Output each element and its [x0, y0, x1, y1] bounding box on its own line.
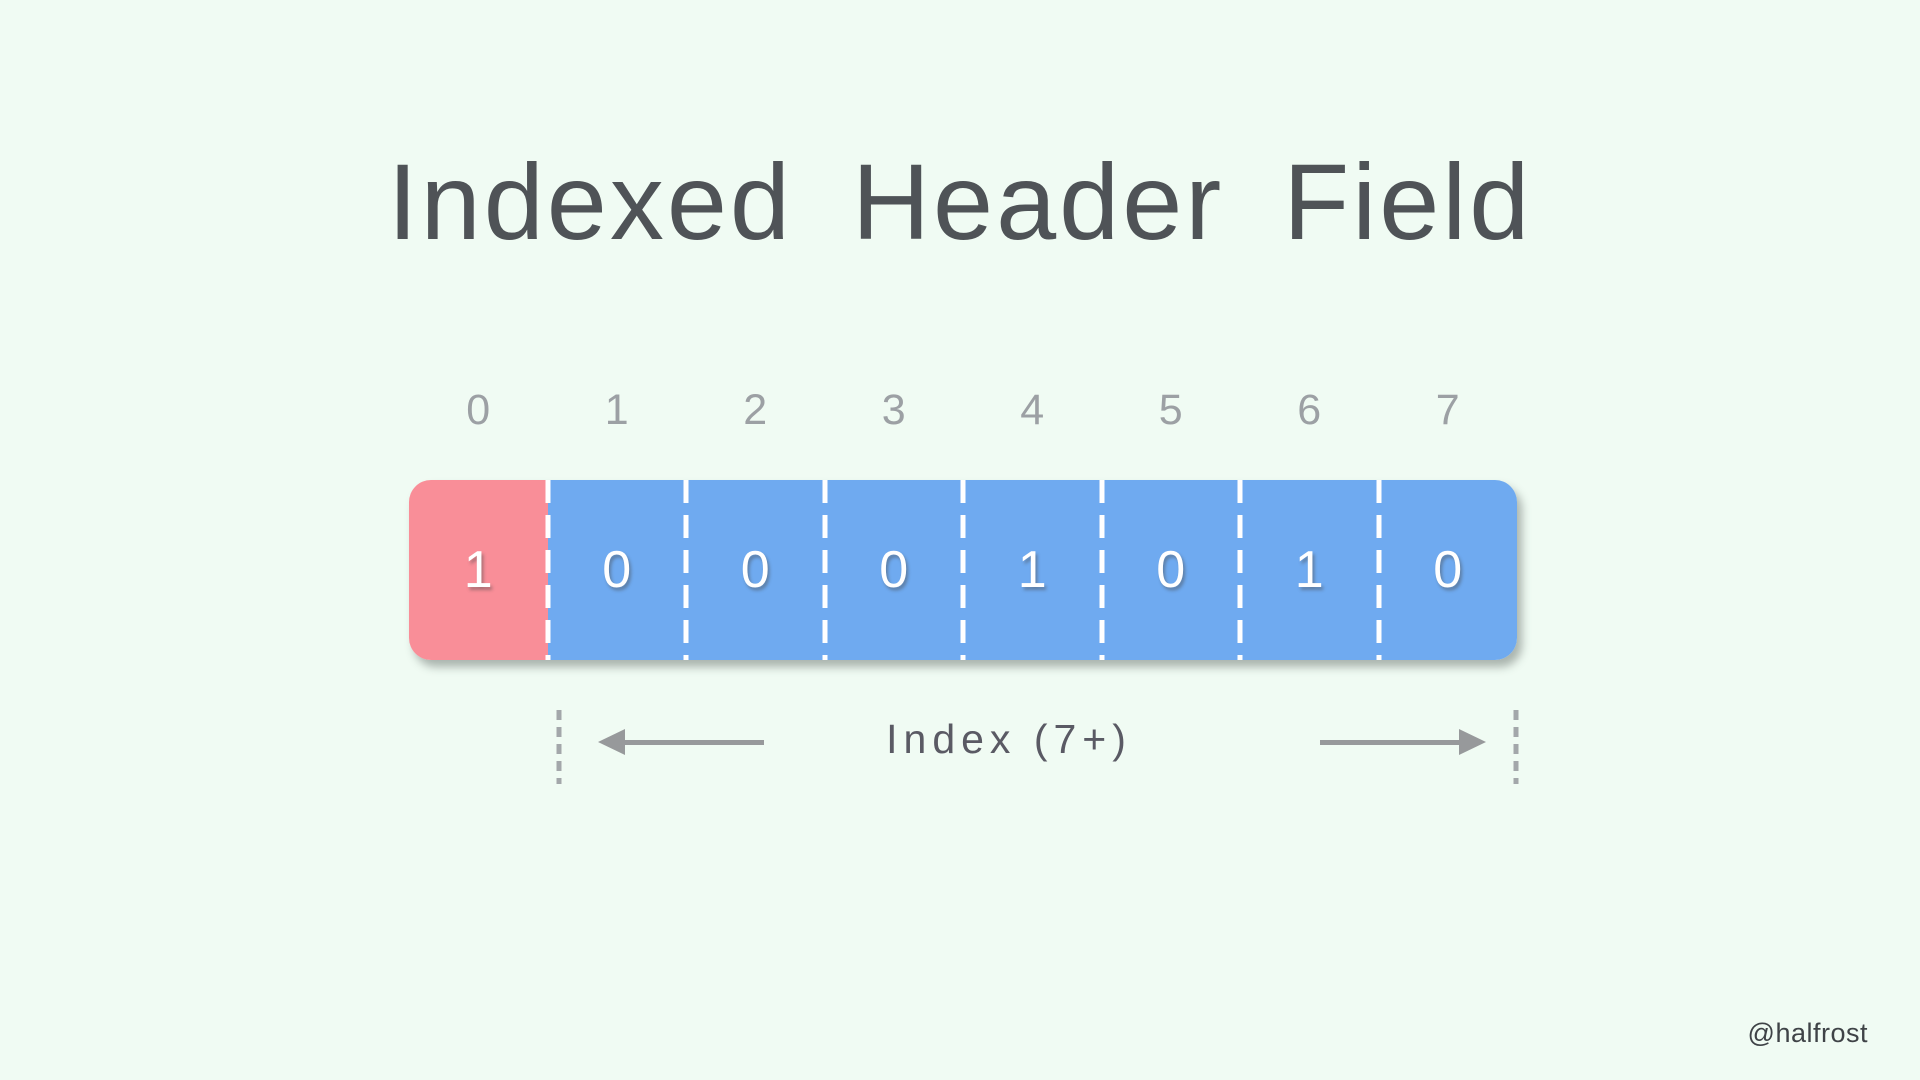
bit-separator: [1237, 480, 1243, 660]
bit-index-label-1: 1: [604, 386, 629, 434]
bit-separator: [960, 480, 966, 660]
span-guide-left: [556, 710, 562, 784]
bit-index-row: 0 1 2 3 4 5 6 7: [409, 386, 1517, 435]
bit-index-label-7: 7: [1435, 386, 1460, 434]
right-arrow-shaft: [1320, 739, 1466, 745]
bit-separator: [1376, 480, 1381, 660]
bit-index-label-6: 6: [1297, 386, 1322, 434]
bit-cell-6: 1: [1240, 480, 1379, 660]
author-credit: @halfrost: [1747, 1018, 1868, 1048]
bit-cell-1: 0: [547, 480, 686, 660]
bit-index-label-0: 0: [466, 386, 491, 434]
bit-separator: [683, 480, 689, 660]
bit-cell-4: 1: [963, 480, 1102, 660]
bit-cell-5: 0: [1101, 480, 1240, 660]
byte-bar: 1 0 0 0 1 0 1 0: [409, 480, 1517, 660]
bit-index-label-5: 5: [1158, 386, 1183, 434]
page-title: Indexed Header Field: [387, 141, 1533, 262]
bit-cell-3: 0: [824, 480, 963, 660]
left-arrow-icon: [598, 729, 764, 755]
bit-cell-7: 0: [1378, 480, 1517, 660]
bit-index-label-2: 2: [743, 386, 768, 434]
bit-index-label-4: 4: [1020, 386, 1045, 434]
bit-cell-flag: 1: [409, 480, 548, 660]
left-arrow-shaft: [618, 739, 764, 745]
bit-separator: [545, 480, 550, 660]
field-span-label: Index (7+): [886, 716, 1132, 762]
right-arrowhead-icon: [1459, 729, 1486, 755]
bit-separator: [822, 480, 827, 660]
bit-index-label-3: 3: [881, 386, 906, 434]
right-arrow-icon: [1320, 729, 1486, 755]
bit-cell-2: 0: [686, 480, 825, 660]
bit-separator: [1099, 480, 1104, 660]
span-guide-right: [1513, 710, 1519, 784]
